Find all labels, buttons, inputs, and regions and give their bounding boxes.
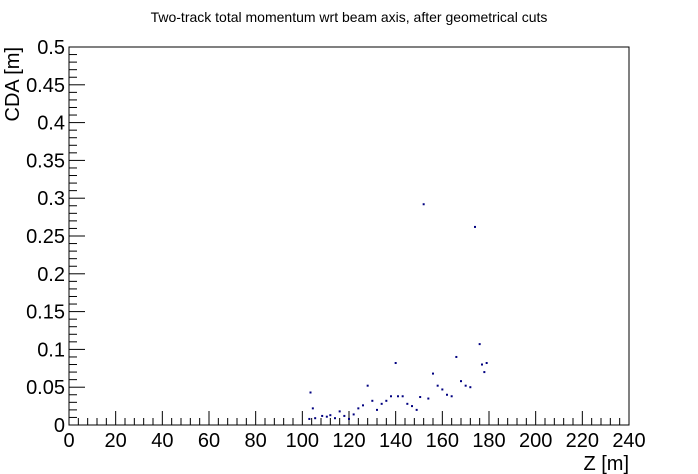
- chart-title: Two-track total momentum wrt beam axis, …: [151, 9, 548, 25]
- x-tick-label: 140: [379, 430, 412, 452]
- data-point: [366, 384, 369, 387]
- x-tick-label: 240: [612, 430, 645, 452]
- x-axis: 0 20 40 60 80 100 120 140 160 180 200 220 240: [63, 411, 646, 452]
- data-point: [422, 203, 425, 206]
- x-tick-label: 80: [245, 430, 267, 452]
- y-axis-label: CDA [m]: [2, 47, 24, 121]
- data-point: [483, 371, 486, 374]
- data-point: [474, 225, 476, 228]
- x-tick-label: 180: [472, 430, 505, 452]
- data-point: [455, 355, 458, 358]
- data-point: [325, 415, 328, 418]
- data-point: [338, 410, 341, 413]
- data-point: [334, 417, 336, 420]
- y-tick-label: 0.5: [37, 37, 65, 59]
- data-point: [343, 414, 346, 417]
- y-tick-label: 0.05: [26, 377, 65, 399]
- x-tick-label: 60: [198, 430, 220, 452]
- data-point: [436, 384, 439, 387]
- data-point: [309, 391, 312, 394]
- data-point: [441, 388, 444, 391]
- y-tick-label: 0.25: [26, 226, 65, 248]
- data-point: [394, 362, 397, 365]
- x-tick-label: 100: [286, 430, 319, 452]
- data-point: [446, 393, 448, 396]
- data-point: [362, 404, 364, 407]
- y-tick-label: 0.3: [37, 188, 65, 210]
- data-point: [371, 399, 374, 402]
- y-tick-label: 0.1: [37, 339, 65, 361]
- data-point: [397, 395, 399, 398]
- y-tick-label: 0.4: [37, 113, 65, 135]
- data-point: [485, 362, 488, 365]
- data-point: [450, 395, 453, 398]
- data-point: [390, 395, 392, 398]
- data-point: [432, 372, 434, 375]
- x-tick-label: 20: [105, 430, 127, 452]
- y-tick-label: 0.35: [26, 150, 65, 172]
- y-tick-label: 0.2: [37, 264, 65, 286]
- data-point: [478, 343, 481, 346]
- x-tick-label: 120: [332, 430, 365, 452]
- y-axis: 0 0.05 0.1 0.15 0.2 0.25 0.3 0.35 0.4 0.45 0.5: [26, 37, 85, 437]
- data-point: [460, 380, 462, 383]
- data-point: [314, 417, 317, 420]
- data-point: [406, 402, 409, 405]
- data-point: [321, 414, 324, 417]
- y-tick-label: 0.15: [26, 302, 65, 324]
- data-point: [329, 414, 332, 417]
- x-tick-label: 220: [566, 430, 599, 452]
- y-tick-label: 0: [54, 415, 65, 437]
- data-point: [481, 363, 483, 366]
- data-point: [469, 386, 472, 389]
- y-tick-label: 0.45: [26, 75, 65, 97]
- data-point: [348, 417, 350, 420]
- plot-frame: [68, 46, 630, 426]
- x-axis-label: Z [m]: [583, 453, 629, 474]
- data-point: [419, 396, 422, 399]
- data-markers: [308, 203, 488, 420]
- data-point: [311, 407, 314, 410]
- data-point: [415, 408, 418, 411]
- data-point: [427, 397, 430, 400]
- data-point: [411, 405, 413, 408]
- x-tick-label: 160: [426, 430, 459, 452]
- data-point: [380, 402, 383, 405]
- x-tick-label: 200: [519, 430, 552, 452]
- data-point: [376, 408, 378, 411]
- x-tick-label: 0: [63, 430, 74, 452]
- data-point: [352, 413, 355, 416]
- data-point: [385, 399, 388, 402]
- x-tick-label: 40: [151, 430, 173, 452]
- data-point: [308, 417, 311, 420]
- data-point: [464, 384, 467, 387]
- data-point: [401, 395, 404, 398]
- data-point: [357, 407, 360, 410]
